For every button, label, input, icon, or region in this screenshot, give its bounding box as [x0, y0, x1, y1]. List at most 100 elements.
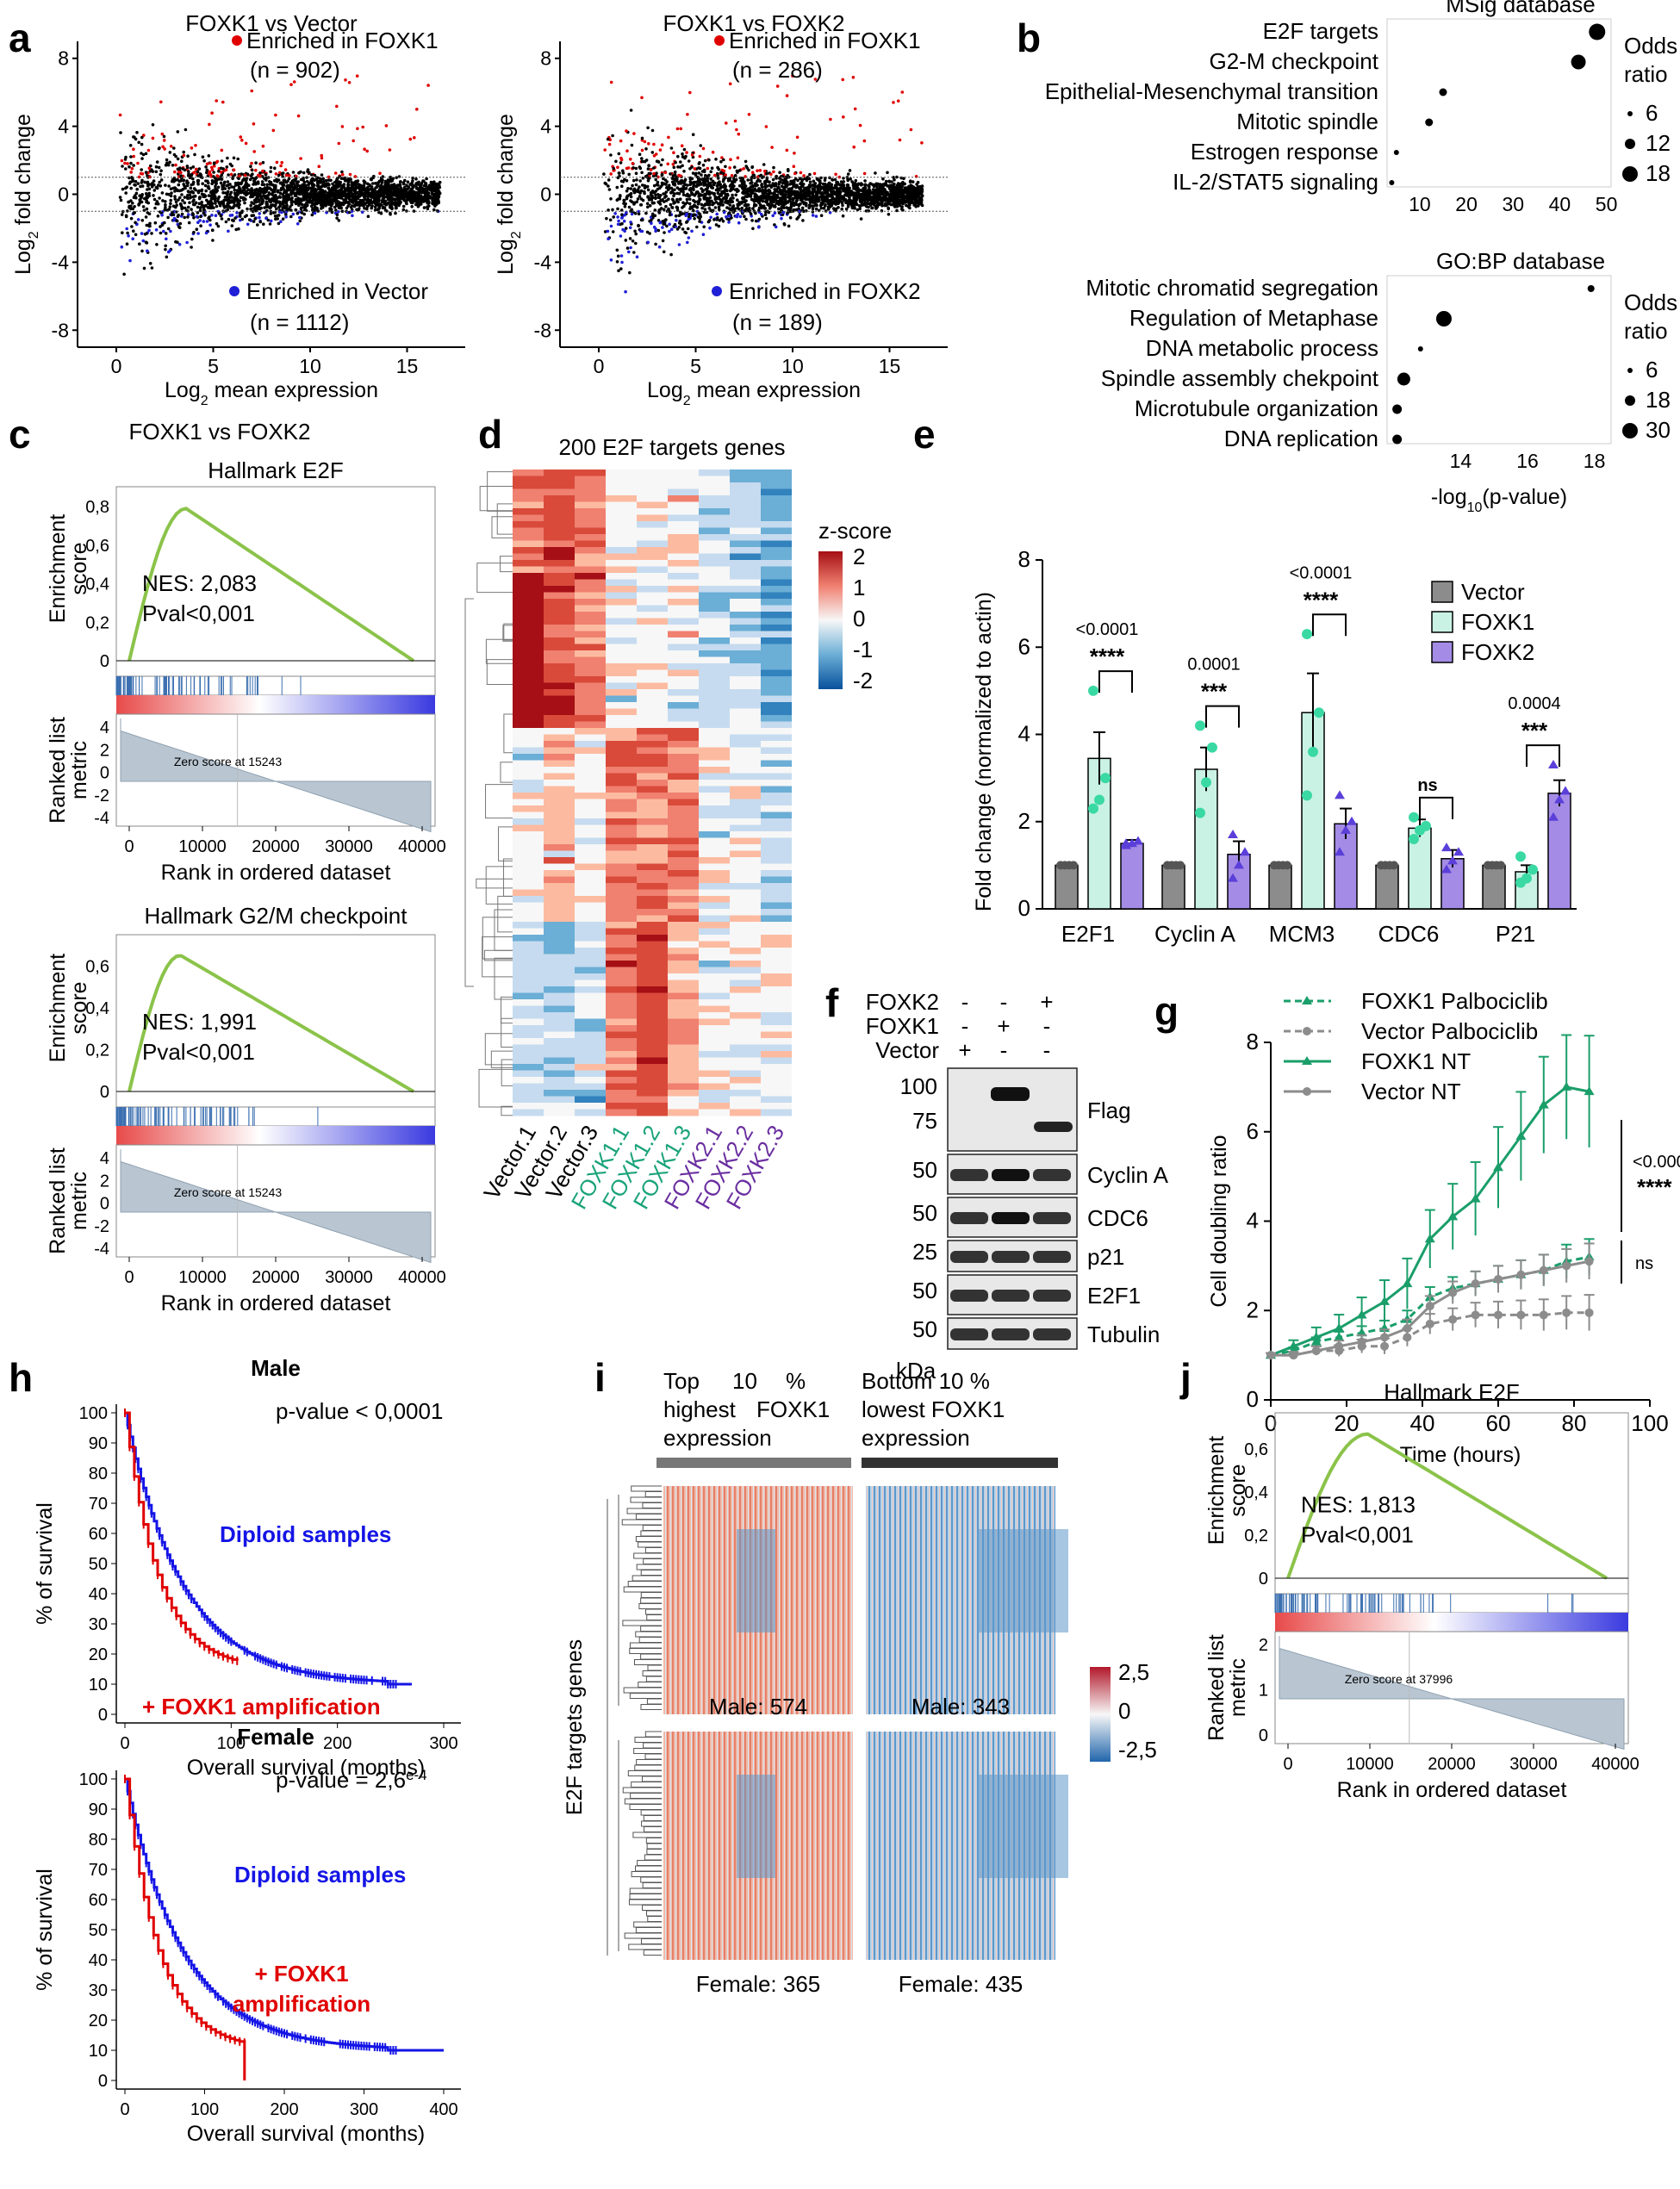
ma-point — [366, 185, 370, 190]
ma-point — [814, 215, 818, 218]
ma-point — [831, 177, 834, 182]
ma-point — [340, 170, 344, 174]
ma-point — [252, 122, 256, 126]
down-legend-label: Enriched in Vector — [246, 278, 428, 304]
ma-point — [186, 215, 190, 219]
ma-point — [327, 175, 331, 179]
ma-point — [260, 180, 264, 183]
ma-point — [309, 173, 314, 177]
ma-point — [363, 206, 366, 210]
ma-point — [258, 162, 262, 165]
ma-point — [765, 177, 768, 182]
ma-point — [194, 144, 197, 147]
ma-point — [237, 227, 240, 231]
ma-point — [409, 182, 414, 186]
ma-point — [264, 178, 268, 182]
ma-point — [629, 199, 632, 202]
ma-point — [675, 127, 680, 131]
ma-point — [237, 206, 241, 209]
ma-point — [722, 191, 726, 195]
ma-point — [706, 220, 711, 224]
ma-point — [388, 184, 391, 189]
ma-point — [607, 188, 612, 191]
ma-point — [881, 177, 885, 181]
ma-point — [120, 213, 124, 216]
ma-point — [769, 172, 773, 177]
ma-point — [652, 166, 656, 170]
ma-point — [724, 184, 728, 189]
ma-point — [321, 177, 326, 181]
ma-point — [786, 168, 790, 171]
ma-point — [660, 173, 664, 177]
ma-point — [284, 180, 289, 184]
ma-point — [277, 221, 281, 226]
ma-point — [425, 190, 429, 193]
ma-point — [249, 203, 253, 208]
ma-point — [690, 229, 694, 233]
ma-point — [298, 192, 302, 196]
ma-point — [293, 191, 296, 196]
ma-point — [302, 187, 307, 191]
ma-point — [371, 193, 376, 197]
ma-point — [383, 186, 388, 190]
ma-point — [376, 200, 379, 203]
ma-point — [728, 82, 732, 86]
ma-point — [843, 197, 848, 202]
ma-point — [698, 161, 701, 165]
ma-point — [129, 207, 133, 211]
ma-point — [272, 185, 277, 189]
ma-point — [672, 165, 676, 170]
ma-point — [168, 249, 171, 252]
ma-point — [152, 194, 155, 197]
ma-point — [280, 171, 284, 176]
ma-point — [799, 202, 802, 206]
ma-point — [320, 173, 324, 177]
ma-point — [381, 175, 385, 178]
ma-point — [215, 204, 219, 208]
ma-point — [170, 191, 173, 195]
ma-point — [335, 185, 339, 189]
ma-point — [208, 206, 211, 209]
ma-point — [278, 181, 283, 185]
ma-point — [650, 128, 655, 133]
ma-point — [297, 203, 301, 207]
ma-point — [372, 199, 376, 203]
ma-point — [713, 206, 718, 209]
ma-point — [811, 214, 815, 217]
ma-point — [154, 165, 159, 169]
ma-point — [332, 191, 335, 196]
ma-point — [215, 221, 219, 226]
ma-point — [342, 183, 346, 186]
ma-point — [232, 156, 236, 160]
ma-point — [632, 201, 636, 205]
ma-point — [366, 215, 370, 218]
ma-point — [229, 200, 233, 204]
ma-point — [848, 169, 852, 172]
ma-point — [284, 201, 289, 205]
ma-point — [763, 200, 768, 203]
ma-point — [772, 204, 775, 208]
ma-point — [230, 214, 234, 217]
ma-point — [618, 171, 621, 175]
ma-point — [234, 227, 239, 232]
ma-point — [677, 173, 681, 177]
ma-point — [184, 206, 187, 210]
ma-point — [379, 183, 383, 187]
ma-point — [160, 132, 165, 136]
ma-point — [606, 137, 610, 141]
ma-point — [159, 100, 163, 104]
ma-point — [817, 183, 820, 188]
ma-point — [176, 240, 179, 245]
ma-point — [633, 212, 638, 215]
ma-point — [883, 182, 887, 185]
ma-point — [253, 205, 258, 208]
ma-point — [639, 197, 644, 201]
ma-point — [650, 194, 654, 197]
ma-point — [146, 249, 149, 253]
ma-point — [268, 191, 271, 196]
ma-point — [789, 201, 793, 204]
ma-point — [302, 178, 305, 182]
ma-point — [181, 206, 184, 210]
ma-point — [118, 196, 122, 199]
ma-point — [373, 182, 377, 185]
